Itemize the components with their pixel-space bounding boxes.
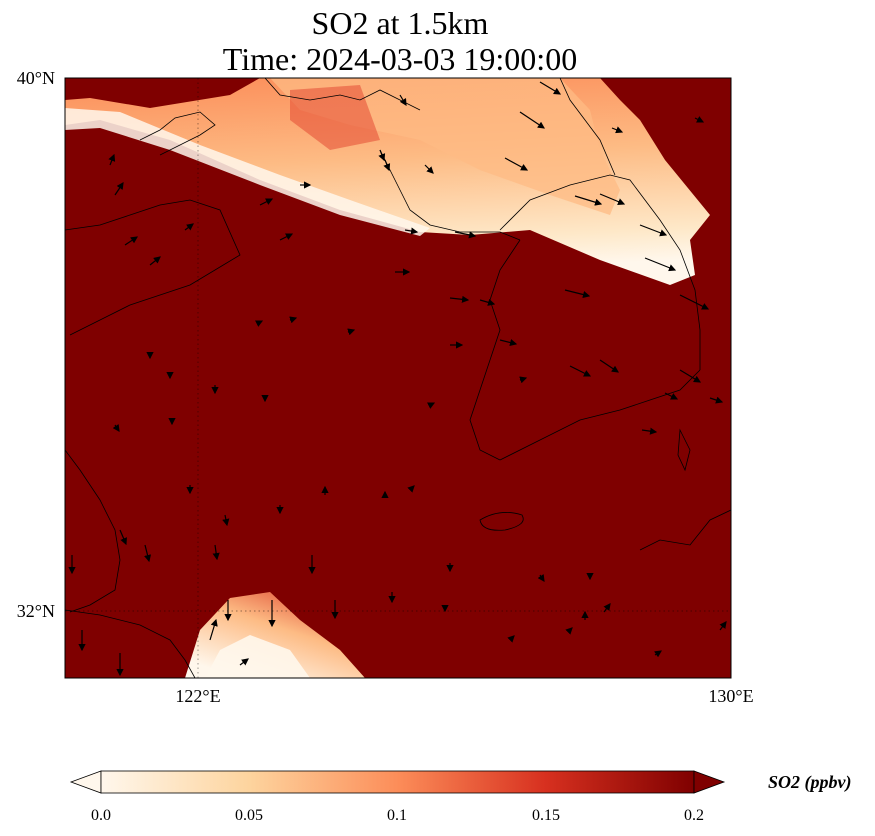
colorbar-tick-1: 0.05 bbox=[235, 807, 263, 824]
wind-arrow bbox=[499, 339, 518, 347]
wind-vectors bbox=[68, 81, 727, 677]
wind-arrow bbox=[694, 116, 705, 123]
wind-arrow bbox=[507, 635, 515, 643]
wind-arrow bbox=[149, 256, 161, 266]
wind-arrow bbox=[603, 603, 611, 613]
wind-arrow bbox=[255, 320, 264, 327]
wind-arrow bbox=[599, 193, 626, 206]
so2-plume-south-core bbox=[205, 635, 310, 678]
wind-arrow bbox=[504, 157, 529, 171]
colorbar-extend-min bbox=[69, 770, 102, 794]
lat-label-32n: 32°N bbox=[17, 601, 55, 621]
wind-arrow bbox=[611, 126, 624, 134]
wind-arrow bbox=[519, 111, 545, 129]
map-title-line1: SO2 at 1.5km bbox=[311, 5, 489, 41]
coastlines bbox=[65, 78, 731, 678]
lat-label-40n: 40°N bbox=[17, 68, 55, 88]
wind-arrow bbox=[124, 236, 138, 246]
map-frame bbox=[64, 77, 732, 679]
wind-arrow bbox=[454, 231, 477, 239]
wind-arrow bbox=[427, 402, 436, 409]
wind-arrow bbox=[289, 316, 298, 324]
wind-arrow bbox=[479, 298, 496, 306]
map-panel bbox=[65, 78, 731, 678]
colorbar-extend-max bbox=[693, 770, 726, 794]
wind-arrow bbox=[564, 289, 591, 299]
wind-arrow bbox=[399, 94, 407, 107]
wind-arrow bbox=[279, 233, 294, 241]
wind-arrow bbox=[654, 650, 662, 658]
lon-label-122e: 122°E bbox=[175, 686, 220, 706]
so2-plume-north-band bbox=[65, 108, 430, 236]
wind-arrow bbox=[679, 369, 702, 383]
wind-arrow bbox=[209, 618, 218, 641]
wind-arrow bbox=[537, 574, 545, 582]
wind-arrow bbox=[383, 159, 391, 172]
wind-arrow bbox=[114, 182, 124, 196]
wind-arrow bbox=[424, 164, 434, 174]
colorbar-bar bbox=[100, 770, 695, 794]
wind-arrow bbox=[641, 427, 658, 435]
wind-arrow bbox=[574, 195, 603, 206]
wind-arrow bbox=[108, 153, 116, 166]
wind-arrow bbox=[599, 359, 619, 373]
wind-arrow bbox=[644, 257, 677, 272]
wind-arrow bbox=[112, 424, 120, 432]
wind-arrow bbox=[144, 544, 152, 563]
colorbar-title: SO2 (ppbv) bbox=[768, 772, 852, 793]
wind-arrow bbox=[184, 223, 194, 231]
so2-plume-north-reddish bbox=[290, 85, 380, 150]
wind-arrow bbox=[664, 392, 679, 400]
gridlines bbox=[65, 78, 731, 678]
wind-arrow bbox=[565, 627, 573, 635]
wind-arrow bbox=[709, 396, 724, 404]
wind-arrow bbox=[212, 544, 220, 561]
wind-arrow bbox=[239, 658, 249, 666]
wind-arrow bbox=[119, 529, 127, 546]
lon-label-130e: 130°E bbox=[708, 686, 753, 706]
wind-arrow bbox=[569, 365, 592, 377]
wind-arrow bbox=[222, 514, 230, 527]
wind-arrow bbox=[719, 621, 727, 631]
wind-arrow bbox=[347, 328, 356, 336]
colorbar-tick-4: 0.2 bbox=[684, 807, 704, 824]
wind-arrow bbox=[539, 81, 562, 95]
wind-arrow bbox=[378, 149, 386, 162]
wind-arrow bbox=[519, 376, 528, 384]
map-title-line2: Time: 2024-03-03 19:00:00 bbox=[222, 41, 578, 77]
colorbar-tick-2: 0.1 bbox=[387, 807, 407, 824]
wind-arrow bbox=[449, 295, 470, 303]
wind-arrow bbox=[259, 198, 274, 206]
colorbar-tick-3: 0.15 bbox=[532, 807, 560, 824]
colorbar-tick-0: 0.0 bbox=[91, 807, 111, 824]
wind-arrow bbox=[407, 485, 415, 493]
colorbar: 0.0 0.05 0.1 0.15 0.2 SO2 (ppbv) bbox=[69, 770, 852, 824]
wind-arrow bbox=[679, 294, 710, 310]
wind-arrow bbox=[404, 227, 419, 235]
wind-arrow bbox=[639, 224, 668, 237]
